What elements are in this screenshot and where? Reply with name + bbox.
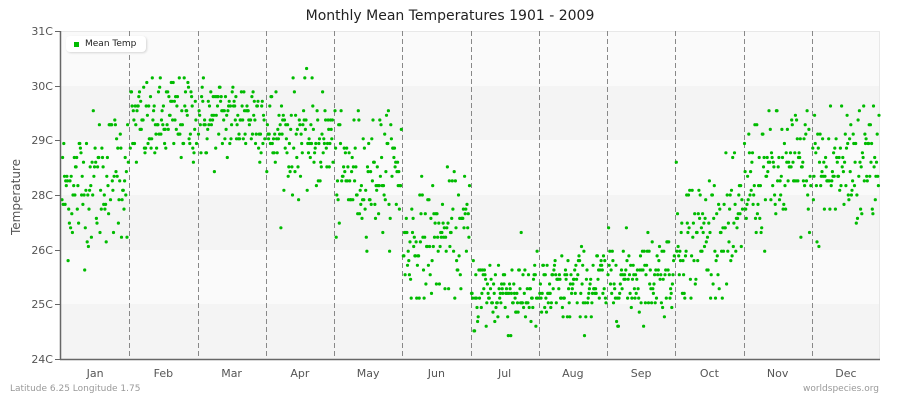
chart-title: Monthly Mean Temperatures 1901 - 2009 <box>305 8 595 24</box>
x-tick-label: May <box>357 367 380 380</box>
x-tick-label: Aug <box>562 367 583 380</box>
x-tick-label: Apr <box>290 367 310 380</box>
y-tick-label: 31C <box>31 25 53 38</box>
y-tick-label: 26C <box>31 244 53 257</box>
x-tick-label: Nov <box>767 367 789 380</box>
x-tick-label: Oct <box>700 367 720 380</box>
x-tick-label: Sep <box>631 367 652 380</box>
grid-band <box>61 86 880 140</box>
x-tick-label: Feb <box>154 367 173 380</box>
grid-band <box>61 304 880 359</box>
grid-band <box>61 31 880 86</box>
x-tick-label: Jun <box>427 367 445 380</box>
y-tick-label: 28C <box>31 189 53 202</box>
grid-band <box>61 250 880 304</box>
legend[interactable]: Mean Temp <box>66 36 147 52</box>
scatter-points <box>60 66 881 338</box>
x-tick-label: Dec <box>835 367 856 380</box>
location-caption: Latitude 6.25 Longitude 1.75 <box>10 384 141 394</box>
y-tick-label: 25C <box>31 298 53 311</box>
legend-label: Mean Temp <box>85 39 137 49</box>
legend-swatch-icon <box>74 41 79 47</box>
x-tick-label: Jan <box>86 367 104 380</box>
grid-band <box>61 195 880 250</box>
x-tick-label: Mar <box>221 367 242 380</box>
source-caption: worldspecies.org <box>802 384 879 394</box>
x-tick-label: Jul <box>497 367 511 380</box>
y-tick-label: 29C <box>31 134 53 147</box>
y-tick-label: 30C <box>31 80 53 93</box>
y-tick-label: 24C <box>31 353 53 366</box>
